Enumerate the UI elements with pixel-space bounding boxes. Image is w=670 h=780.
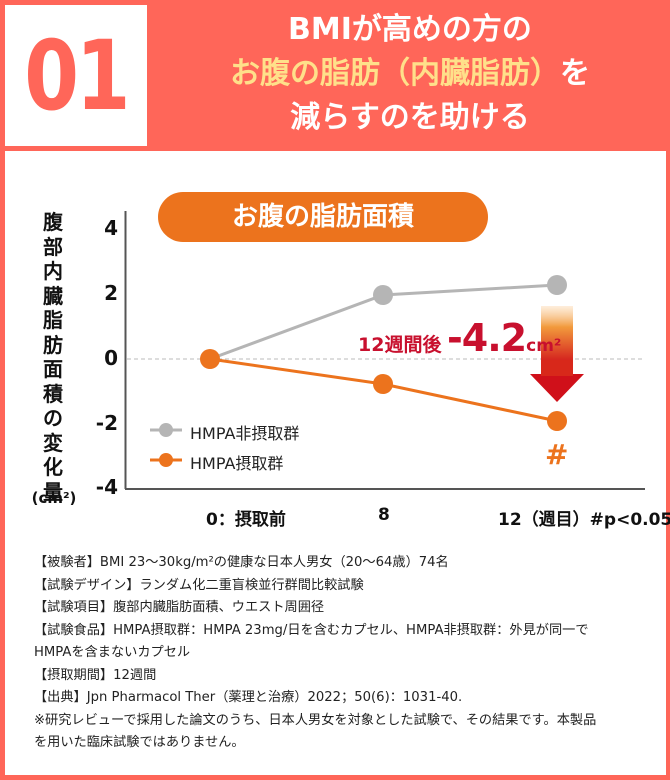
headline: BMIが高めの方の お腹の脂肪（内臓脂肪）を 減らすのを助ける	[150, 8, 670, 140]
note-line: HMPAを含まないカプセル	[34, 645, 191, 660]
headline-line-1: BMIが高めの方の	[288, 12, 532, 47]
data-point	[200, 349, 220, 369]
legend-marker-control	[150, 423, 182, 437]
study-notes: 【被験者】BMI 23〜30kg/m²の健康な日本人男女（20〜64歳）74名 …	[34, 552, 654, 755]
section-number: 01	[24, 19, 131, 132]
data-point	[373, 285, 393, 305]
note-line: 【試験デザイン】ランダム化二重盲検並行群間比較試験	[34, 577, 364, 593]
y-tick: -4	[95, 475, 118, 499]
x-tick-label: 8	[378, 505, 390, 525]
note-line: 【被験者】BMI 23〜30kg/m²の健康な日本人男女（20〜64歳）74名	[34, 555, 449, 570]
y-axis-label: 腹部内臓脂肪面積の変化量	[43, 210, 63, 504]
reduction-annotation: 12週間後 -4.2cm²	[358, 316, 561, 360]
y-tick: -2	[95, 411, 118, 435]
annotation-unit: cm²	[526, 336, 562, 356]
note-line: ※研究レビューで採用した論文のうち、日本人男女を対象とした試験で、その結果です。…	[34, 712, 597, 728]
annotation-prefix: 12週間後	[358, 334, 442, 356]
x-tick-label: 0：摂取前	[206, 510, 286, 530]
legend-item-control: HMPA非摂取群	[190, 424, 300, 443]
note-line: 【試験項目】腹部内臓脂肪面積、ウエスト周囲径	[34, 600, 325, 615]
data-point	[547, 411, 567, 431]
y-tick: 4	[104, 216, 118, 240]
headline-suffix: を	[560, 56, 590, 91]
data-point	[547, 275, 567, 295]
annotation-value: -4.2	[447, 316, 527, 360]
headline-line-2: お腹の脂肪（内臓脂肪）を	[150, 52, 670, 96]
data-point	[373, 374, 393, 394]
note-line: 【出典】Jpn Pharmacol Ther（薬理と治療）2022；50(6)：…	[34, 690, 463, 705]
y-axis-unit: (cm²)	[31, 489, 77, 507]
legend-item-hmpa: HMPA摂取群	[190, 454, 284, 473]
x-tick-label: 12（週目）#p<0.05	[498, 510, 670, 530]
y-tick: 0	[104, 346, 118, 370]
note-line: を用いた臨床試験ではありません。	[34, 735, 245, 750]
legend-marker-hmpa	[150, 453, 182, 467]
content-panel	[5, 151, 666, 775]
y-tick: 2	[104, 281, 118, 305]
section-number-box: 01	[5, 5, 147, 146]
headline-line-3: 減らすのを助ける	[290, 100, 530, 135]
note-line: 【摂取期間】12週間	[34, 667, 157, 683]
significance-mark: #	[545, 438, 569, 471]
note-line: 【試験食品】HMPA摂取群：HMPA 23mg/日を含むカプセル、HMPA非摂取…	[34, 622, 589, 638]
headline-highlight: お腹の脂肪（内臓脂肪）	[230, 56, 560, 91]
down-arrow-icon	[530, 306, 584, 402]
chart-title-badge: お腹の脂肪面積	[158, 192, 488, 242]
